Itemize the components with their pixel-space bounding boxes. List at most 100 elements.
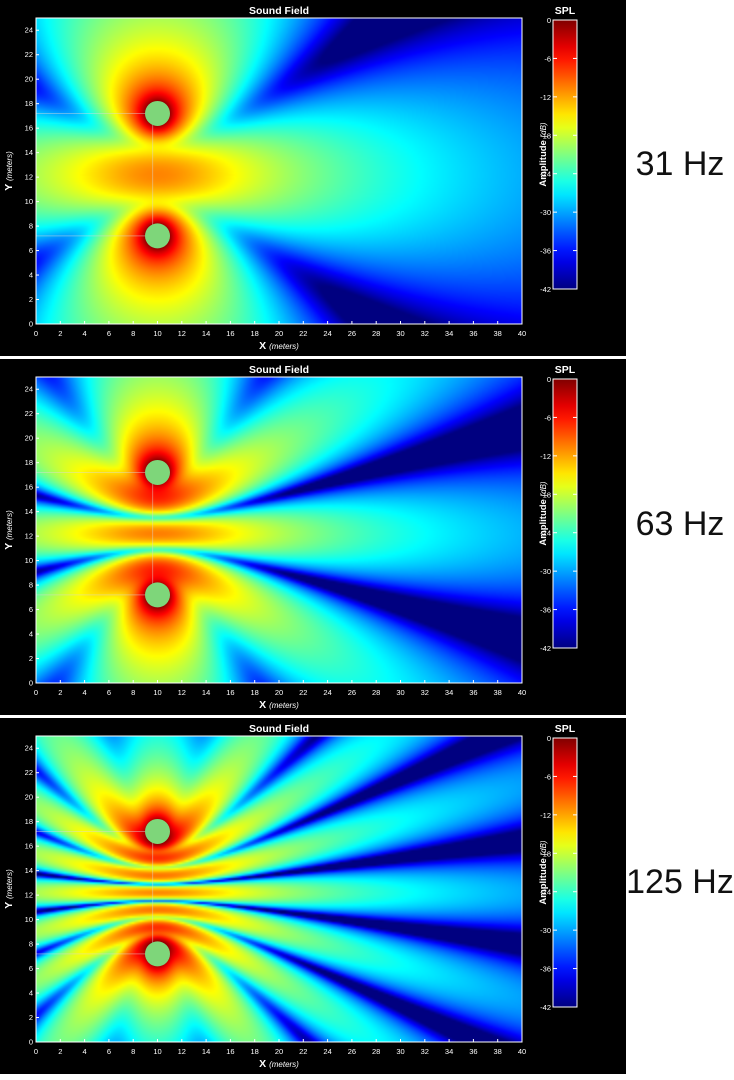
colorbar-tick-label: -42 [540,285,551,294]
panel-separator [0,715,626,718]
x-tick-label: 30 [396,329,404,338]
x-tick-label: 4 [83,688,87,697]
x-tick-label: 36 [469,688,477,697]
colorbar-tick-label: -42 [540,1003,551,1012]
x-tick-label: 32 [421,688,429,697]
y-tick-label: 12 [25,891,33,900]
y-tick-label: 8 [29,222,33,231]
x-tick-label: 6 [107,1047,111,1056]
y-tick-label: 8 [29,581,33,590]
y-tick-label: 0 [29,320,33,329]
x-tick-label: 22 [299,688,307,697]
x-tick-label: 20 [275,329,283,338]
sound-field-panel-125hz: Sound Field 0 2 4 6 8 10 12 14 16 18 20 22 24 26 28 30 32… [0,718,626,1074]
y-tick-label: 0 [29,679,33,688]
x-tick-label: 10 [153,688,161,697]
x-tick-label: 12 [178,1047,186,1056]
y-tick-label: 10 [25,556,33,565]
x-tick-label: 10 [153,329,161,338]
y-tick-label: 18 [25,458,33,467]
x-tick-label: 8 [131,1047,135,1056]
x-tick-label: 6 [107,329,111,338]
x-axis-label: X (meters) [259,340,299,352]
y-tick-label: 14 [25,866,33,875]
y-tick-label: 4 [29,630,33,639]
sound-field-heatmap [36,377,522,683]
y-axis-label: Y (meters) [3,869,15,909]
x-tick-label: 40 [518,688,526,697]
x-tick-label: 4 [83,1047,87,1056]
y-axis-label: Y (meters) [3,151,15,191]
y-tick-label: 12 [25,532,33,541]
y-tick-label: 22 [25,409,33,418]
colorbar-title: SPL [555,5,576,17]
x-tick-label: 16 [226,688,234,697]
x-tick-label: 40 [518,1047,526,1056]
sound-source-marker [145,223,170,249]
x-tick-label: 28 [372,1047,380,1056]
x-tick-label: 2 [58,1047,62,1056]
y-tick-label: 2 [29,295,33,304]
x-tick-label: 8 [131,329,135,338]
colorbar-tick-label: -6 [544,772,551,781]
y-tick-label: 8 [29,940,33,949]
x-tick-label: 32 [421,329,429,338]
colorbar-tick-label: -24 [540,888,551,897]
x-tick-label: 28 [372,329,380,338]
x-tick-label: 2 [58,688,62,697]
colorbar-tick-label: -42 [540,644,551,653]
colorbar-tick-label: -24 [540,170,551,179]
sound-source-marker [145,459,170,485]
frequency-label: 125 Hz [626,863,734,901]
colorbar-tick-label: -12 [540,93,551,102]
y-tick-label: 18 [25,99,33,108]
colorbar-title: SPL [555,364,576,376]
x-tick-label: 12 [178,688,186,697]
y-tick-label: 22 [25,768,33,777]
x-tick-label: 22 [299,1047,307,1056]
colorbar-tick-label: -12 [540,811,551,820]
x-tick-label: 12 [178,329,186,338]
colorbar-tick-label: 0 [547,734,551,743]
x-tick-label: 14 [202,688,210,697]
x-tick-label: 4 [83,329,87,338]
y-tick-label: 24 [25,385,33,394]
colorbar-tick-label: 0 [547,375,551,384]
x-tick-label: 34 [445,1047,453,1056]
sound-source-marker [145,100,170,126]
x-tick-label: 24 [323,329,331,338]
x-tick-label: 38 [494,329,502,338]
colorbar-tick-label: 0 [547,16,551,25]
x-tick-label: 34 [445,329,453,338]
x-tick-label: 18 [251,1047,259,1056]
colorbar-tick-label: -36 [540,247,551,256]
x-tick-label: 36 [469,329,477,338]
colorbar-label: Amplitude (dB) [538,122,549,187]
x-tick-label: 10 [153,1047,161,1056]
x-tick-label: 36 [469,1047,477,1056]
y-tick-label: 16 [25,483,33,492]
sound-field-panel-31hz: Sound Field 0 2 4 6 8 10 12 14 16 18 20 22 24 26 28 30 32… [0,0,626,356]
y-tick-label: 20 [25,75,33,84]
sound-source-marker [145,582,170,608]
x-tick-label: 22 [299,329,307,338]
x-tick-label: 2 [58,329,62,338]
y-tick-label: 24 [25,744,33,753]
x-tick-label: 18 [251,329,259,338]
x-tick-label: 24 [323,688,331,697]
x-tick-label: 40 [518,329,526,338]
colorbar-tick-label: -6 [544,413,551,422]
colorbar-tick-label: -30 [540,926,551,935]
x-tick-label: 30 [396,688,404,697]
sound-source-marker [145,818,170,844]
y-tick-label: 20 [25,793,33,802]
x-tick-label: 16 [226,329,234,338]
x-tick-label: 34 [445,688,453,697]
sound-field-panel-63hz: Sound Field 0 2 4 6 8 10 12 14 16 18 20 22 24 26 28 30 32… [0,359,626,715]
x-tick-label: 0 [34,688,38,697]
colorbar-tick-label: -18 [540,131,551,140]
sound-field-heatmap [36,736,522,1042]
